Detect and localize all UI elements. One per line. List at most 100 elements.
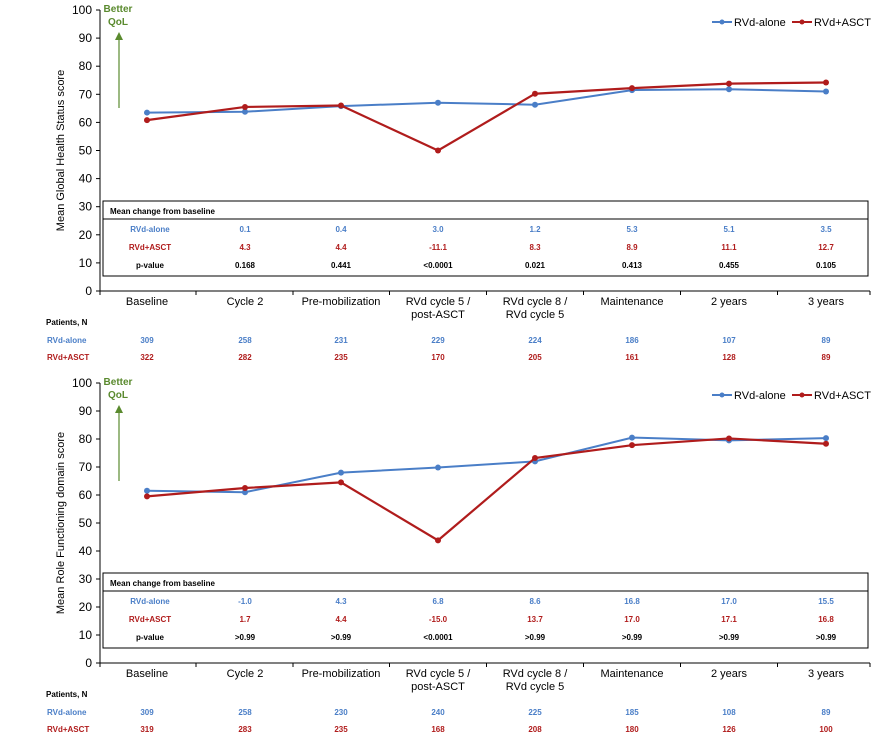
patients-count: 186 bbox=[625, 336, 639, 345]
table-cell: 3.0 bbox=[432, 225, 444, 234]
patients-count: 235 bbox=[334, 353, 348, 362]
x-category-label: RVd cycle 5 bbox=[506, 309, 565, 321]
patients-count: 229 bbox=[431, 336, 445, 345]
data-point-rvd-alone bbox=[823, 435, 829, 442]
mean-change-table: Mean change from baseline RVd-alone -1.0 4.… bbox=[102, 572, 869, 649]
table-title: Mean change from baseline bbox=[110, 207, 215, 216]
x-category-label: Cycle 2 bbox=[227, 296, 264, 308]
y-tick-label: 100 bbox=[72, 376, 92, 390]
better-qol-label: QoL bbox=[108, 17, 128, 28]
series-line-rvd-alone bbox=[146, 436, 827, 494]
arrow-head-icon bbox=[115, 32, 123, 40]
data-point-rvd-asct bbox=[435, 147, 441, 154]
legend-label-rvd-asct: RVd+ASCT bbox=[814, 390, 871, 402]
patients-count: 309 bbox=[140, 708, 154, 717]
patients-count: 108 bbox=[722, 708, 736, 717]
y-tick-label: 100 bbox=[72, 3, 92, 17]
x-category-label: RVd cycle 5 / bbox=[406, 668, 472, 680]
patients-count: 100 bbox=[819, 725, 833, 734]
data-point-rvd-asct bbox=[532, 90, 538, 97]
x-category-label: RVd cycle 5 / bbox=[406, 296, 472, 308]
patients-count: 258 bbox=[238, 708, 252, 717]
patients-count: 185 bbox=[625, 708, 639, 717]
data-point-rvd-alone bbox=[726, 86, 732, 93]
x-category-label: 2 years bbox=[711, 668, 748, 680]
y-axis-label: Mean Global Health Status score bbox=[55, 70, 67, 231]
patients-count: 322 bbox=[140, 353, 154, 362]
table-cell: 0.441 bbox=[331, 261, 352, 270]
table-row-label: p-value bbox=[136, 633, 165, 642]
table-cell: 17.1 bbox=[721, 615, 737, 624]
y-axis-label: Mean Role Functioning domain score bbox=[55, 432, 67, 614]
legend-marker-rvd-asct bbox=[799, 392, 805, 398]
table-cell: 6.8 bbox=[432, 597, 444, 606]
patients-count: 170 bbox=[431, 353, 445, 362]
y-tick-label: 50 bbox=[79, 516, 93, 530]
table-cell: 16.8 bbox=[818, 615, 834, 624]
table-cell: 13.7 bbox=[527, 615, 543, 624]
patients-count: 89 bbox=[822, 336, 831, 345]
y-tick-label: 0 bbox=[85, 656, 92, 670]
table-cell: <0.0001 bbox=[423, 261, 453, 270]
patients-title: Patients, N bbox=[46, 690, 88, 699]
patients-count: 258 bbox=[238, 336, 252, 345]
x-category-label: RVd cycle 8 / bbox=[503, 668, 569, 680]
y-tick-label: 20 bbox=[79, 600, 93, 614]
legend-label-rvd-asct: RVd+ASCT bbox=[814, 17, 871, 29]
table-title: Mean change from baseline bbox=[110, 579, 215, 588]
table-row-label: RVd+ASCT bbox=[129, 615, 171, 624]
data-point-rvd-asct bbox=[629, 442, 635, 449]
data-point-rvd-alone bbox=[629, 434, 635, 441]
table-cell: 4.4 bbox=[335, 615, 347, 624]
table-cell: 0.455 bbox=[719, 261, 740, 270]
patients-count: 309 bbox=[140, 336, 154, 345]
table-cell: 0.021 bbox=[525, 261, 546, 270]
legend-marker-rvd-alone bbox=[719, 19, 725, 25]
data-point-rvd-asct bbox=[726, 80, 732, 87]
y-tick-label: 80 bbox=[79, 59, 93, 73]
data-point-rvd-asct bbox=[144, 493, 150, 500]
mean-change-table: Mean change from baseline RVd-alone 0.1 0.4… bbox=[102, 200, 869, 277]
x-category-label: Maintenance bbox=[601, 668, 664, 680]
y-tick-label: 90 bbox=[79, 404, 93, 418]
data-point-rvd-alone bbox=[144, 487, 150, 494]
patients-count: 282 bbox=[238, 353, 252, 362]
table-cell: 0.168 bbox=[235, 261, 256, 270]
table-cell: 0.1 bbox=[239, 225, 251, 234]
table-cell: >0.99 bbox=[235, 633, 256, 642]
data-point-rvd-alone bbox=[144, 109, 150, 116]
y-tick-label: 40 bbox=[79, 172, 93, 186]
y-tick-label: 70 bbox=[79, 87, 93, 101]
patients-count: 283 bbox=[238, 725, 252, 734]
table-cell: 12.7 bbox=[818, 243, 834, 252]
table-cell: 11.1 bbox=[721, 243, 737, 252]
data-point-rvd-alone bbox=[242, 489, 248, 496]
patients-count: 168 bbox=[431, 725, 445, 734]
patients-count: 161 bbox=[625, 353, 639, 362]
x-category-label: Maintenance bbox=[601, 296, 664, 308]
arrow-head-icon bbox=[115, 405, 123, 413]
table-cell: 8.6 bbox=[529, 597, 541, 606]
series-line-rvd-asct bbox=[146, 81, 827, 152]
data-point-rvd-alone bbox=[435, 99, 441, 106]
data-point-rvd-asct bbox=[144, 117, 150, 124]
table-row-label: RVd+ASCT bbox=[129, 243, 171, 252]
y-tick-label: 0 bbox=[85, 284, 92, 298]
y-tick-label: 10 bbox=[79, 256, 93, 270]
patients-count: 128 bbox=[722, 353, 736, 362]
patients-row-label: RVd-alone bbox=[47, 708, 87, 717]
patients-count: 225 bbox=[528, 708, 542, 717]
data-point-rvd-alone bbox=[532, 101, 538, 108]
series-line-rvd-alone bbox=[146, 88, 827, 114]
patients-count: 235 bbox=[334, 725, 348, 734]
data-point-rvd-asct bbox=[823, 440, 829, 447]
table-cell: 15.5 bbox=[818, 597, 834, 606]
table-cell: >0.99 bbox=[622, 633, 643, 642]
chart-panel-1: 0 10 20 30 40 50 60 70 80 90 100 Mean Global Health… bbox=[46, 3, 871, 362]
y-tick-label: 40 bbox=[79, 544, 93, 558]
x-category-label: Baseline bbox=[126, 296, 168, 308]
x-category-label: 3 years bbox=[808, 668, 845, 680]
table-cell: 4.4 bbox=[335, 243, 347, 252]
data-point-rvd-asct bbox=[823, 79, 829, 86]
